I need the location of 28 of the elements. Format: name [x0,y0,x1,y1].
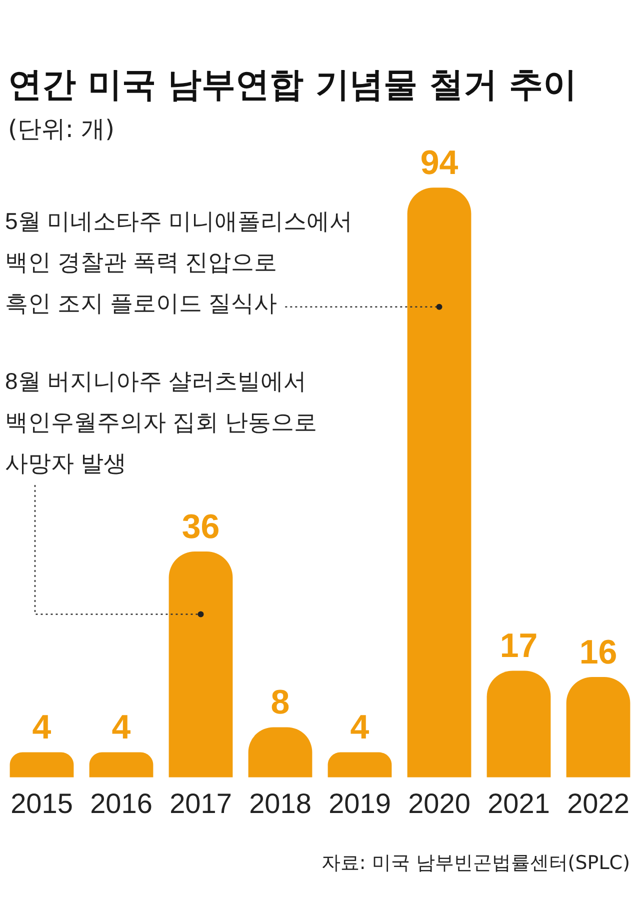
bar [486,670,551,778]
bar [407,188,472,778]
data-label: 4 [350,708,370,747]
data-label: 8 [270,684,290,722]
data-label: 36 [182,508,220,546]
data-label: 4 [112,708,131,747]
x-tick-label: 2022 [567,788,630,819]
chart-title: 연간 미국 남부연합 기념물 철거 추이 [8,64,578,107]
x-tick-label: 2015 [10,788,73,819]
data-label: 17 [500,627,538,666]
x-tick-label: 2018 [249,788,312,819]
x-tick-label: 2019 [328,788,391,819]
bar [168,552,233,778]
data-label: 94 [420,144,458,182]
data-label: 16 [579,633,618,672]
bar [566,677,630,778]
chart-subtitle: (단위: 개) [8,114,114,145]
text: 자료: 미국 남부빈곤법률센터(SPLC) [321,851,630,876]
data-label: 4 [32,708,52,747]
bar [89,752,154,778]
x-tick-label: 2020 [408,788,470,819]
bar [10,752,74,778]
x-tick-label: 2017 [170,788,232,819]
annotation: 5월 미네소타주 미니애폴리스에서 백인 경찰관 폭력 진압으로 흑인 조지 플로이드 질식사 [5,208,353,316]
bar [328,752,392,778]
annotation: 8월 버지니아주 샬러츠빌에서 백인우월주의자 집회 난동으로 사망자 발생 [5,368,317,476]
x-tick-label: 2021 [488,788,550,819]
x-tick-label: 2016 [90,788,152,819]
